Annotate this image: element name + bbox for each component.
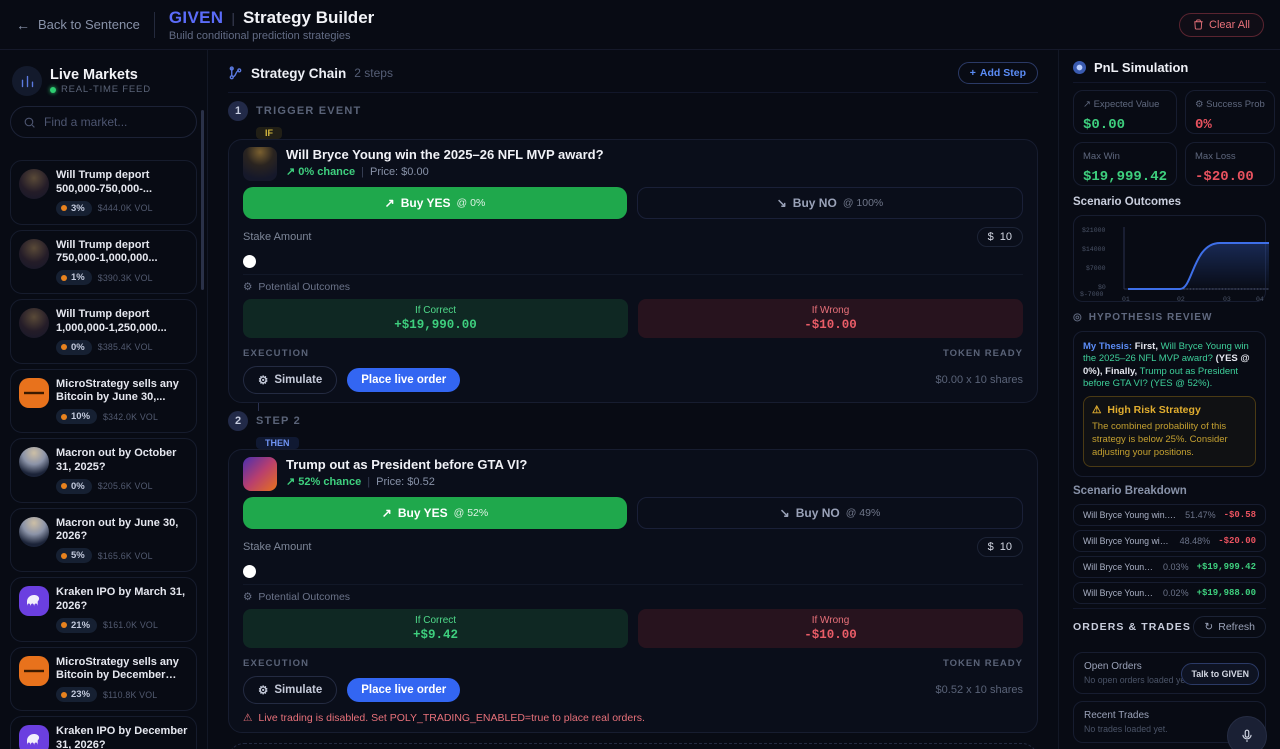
svg-text:04: 04 — [1256, 296, 1264, 303]
svg-text:$14000: $14000 — [1082, 246, 1106, 253]
svg-text:$21000: $21000 — [1082, 227, 1106, 234]
svg-text:03: 03 — [1223, 296, 1231, 303]
svg-text:$7000: $7000 — [1086, 265, 1106, 272]
svg-text:$0: $0 — [1098, 284, 1106, 291]
svg-text:$-7000: $-7000 — [1080, 291, 1104, 298]
svg-text:01: 01 — [1122, 296, 1130, 303]
svg-text:02: 02 — [1177, 296, 1185, 303]
